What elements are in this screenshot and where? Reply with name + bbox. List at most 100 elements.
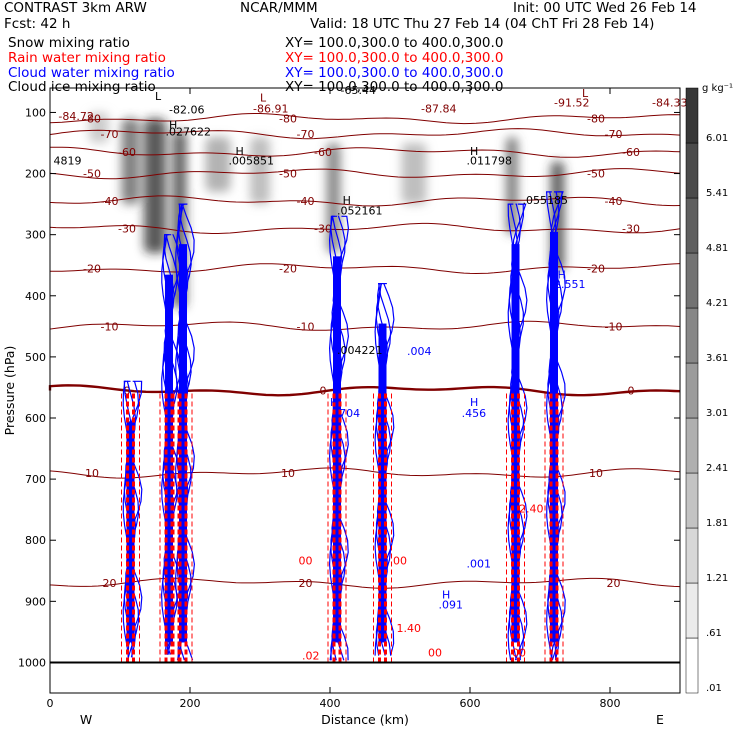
cloud-water-contour bbox=[127, 380, 143, 658]
colorbar-label: 1.81 bbox=[706, 518, 728, 529]
contour-label: -87.84 bbox=[421, 102, 456, 115]
y-tick-label: 300 bbox=[25, 229, 46, 242]
contour-label: L bbox=[260, 91, 267, 104]
east-label: E bbox=[656, 712, 664, 727]
isotherm-label: -60 bbox=[622, 146, 640, 159]
cloud-water-core bbox=[378, 323, 387, 643]
isotherm-label: -50 bbox=[587, 168, 605, 181]
cloud-water-core bbox=[550, 231, 558, 643]
x-tick-label: 0 bbox=[47, 697, 54, 710]
cloud-water-core bbox=[511, 244, 520, 643]
contour-label: -65.44 bbox=[341, 84, 376, 97]
isotherm-label: -50 bbox=[83, 168, 101, 181]
isotherm-10 bbox=[49, 467, 681, 479]
isotherm-label: 0 bbox=[124, 385, 131, 398]
isotherm-label: -10 bbox=[605, 320, 623, 333]
contour-label: -84.33 bbox=[652, 96, 687, 109]
y-tick-label: 100 bbox=[25, 106, 46, 119]
model-title: CONTRAST 3km ARW bbox=[4, 0, 147, 16]
snow-plume bbox=[205, 136, 231, 192]
contour-label: .005851 bbox=[229, 154, 275, 167]
x-tick-label: 200 bbox=[180, 697, 201, 710]
isotherm-label: -50 bbox=[279, 168, 297, 181]
y-tick-label: 800 bbox=[25, 534, 46, 547]
y-tick-label: 700 bbox=[25, 473, 46, 486]
cloud-water-contours bbox=[122, 191, 566, 661]
cloud-water-core bbox=[179, 244, 187, 643]
colorbar-label: 6.01 bbox=[706, 133, 728, 144]
colorbar: .01 .61 1.21 1.81 2.41 3.01 3.61 4.21 4.81 5.41 6.… bbox=[685, 83, 733, 694]
contour-label: .004 bbox=[407, 345, 432, 358]
isotherm-label: -10 bbox=[297, 320, 315, 333]
isotherm-label: -30 bbox=[118, 223, 136, 236]
contour-label: .091 bbox=[439, 599, 464, 612]
colorbar-segment bbox=[685, 252, 699, 309]
contour-label: .001 bbox=[467, 558, 492, 571]
isotherm-label: -30 bbox=[314, 223, 332, 236]
contour-label: L bbox=[155, 90, 162, 103]
field-xy-cloud-ice: XY= 100.0,300.0 to 400.0,300.0 bbox=[285, 79, 504, 95]
contour-label: .027622 bbox=[166, 126, 212, 139]
colorbar-unit: g kg⁻¹ bbox=[702, 83, 733, 94]
isotherm-label: -70 bbox=[605, 128, 623, 141]
contour-label: H bbox=[558, 269, 566, 282]
colorbar-label: 5.41 bbox=[706, 188, 728, 199]
isotherm--30 bbox=[49, 222, 681, 234]
colorbar-label: .61 bbox=[706, 628, 722, 639]
isotherm-20 bbox=[49, 577, 681, 589]
contour-label: -91.52 bbox=[554, 96, 589, 109]
contour-labels: -84.72 -82.06 -86.91 -65.44 -87.84 -91.52 -84.… bbox=[54, 84, 688, 662]
isotherm-label: -60 bbox=[314, 146, 332, 159]
x-axis-label: Distance (km) bbox=[321, 712, 409, 727]
colorbar-label: 4.21 bbox=[706, 298, 728, 309]
isotherm-label: 0 bbox=[628, 385, 635, 398]
isotherm-label: 20 bbox=[103, 577, 117, 590]
cloud-water-core bbox=[333, 256, 341, 643]
contour-label: 00 bbox=[512, 646, 526, 659]
field-label-cloud-water: Cloud water mixing ratio bbox=[8, 65, 175, 81]
snow-shading-layer bbox=[89, 112, 565, 308]
contour-label: H bbox=[330, 396, 338, 409]
y-tick-label: 1000 bbox=[18, 656, 46, 669]
field-label-cloud-ice: Cloud ice mixing ratio bbox=[8, 79, 156, 95]
plot-frame bbox=[49, 87, 681, 694]
center-label: NCAR/MMM bbox=[240, 0, 318, 16]
field-xy-rain: XY= 100.0,300.0 to 400.0,300.0 bbox=[285, 50, 504, 66]
cloud-water-contour bbox=[126, 380, 140, 658]
contour-label: 4819 bbox=[54, 154, 82, 167]
isotherm-label: 20 bbox=[607, 577, 621, 590]
colorbar-label: 4.81 bbox=[706, 243, 728, 254]
contour-label: -82.06 bbox=[169, 104, 204, 117]
x-tick-label: 600 bbox=[460, 697, 481, 710]
isotherm--50 bbox=[49, 168, 681, 180]
isotherm-label: 10 bbox=[85, 467, 99, 480]
isotherm--60 bbox=[49, 146, 681, 158]
colorbar-label: 3.61 bbox=[706, 353, 728, 364]
isotherm-label: -40 bbox=[605, 195, 623, 208]
isotherm-label: 10 bbox=[281, 467, 295, 480]
isotherm--10 bbox=[49, 320, 681, 331]
isotherm-label: -80 bbox=[83, 113, 101, 126]
field-label-rain: Rain water mixing ratio bbox=[8, 50, 166, 66]
contour-label: H bbox=[470, 145, 478, 158]
colorbar-segment bbox=[685, 417, 699, 474]
y-tick-label: 200 bbox=[25, 168, 46, 181]
contour-label: H bbox=[442, 588, 450, 601]
x-tick-label: 800 bbox=[600, 697, 621, 710]
isotherm-label: -70 bbox=[101, 128, 119, 141]
forecast-hour: Fcst: 42 h bbox=[4, 16, 71, 32]
rain-water-contours bbox=[121, 393, 564, 663]
colorbar-segment bbox=[685, 362, 699, 419]
field-xy-cloud-water: XY= 100.0,300.0 to 400.0,300.0 bbox=[285, 65, 504, 81]
colorbar-segment bbox=[685, 582, 699, 639]
isotherm-label: -40 bbox=[297, 195, 315, 208]
valid-time: Valid: 18 UTC Thu 27 Feb 14 (04 ChT Fri … bbox=[310, 16, 655, 32]
isotherm-label: -20 bbox=[83, 262, 101, 275]
contour-label: 00 bbox=[299, 555, 313, 568]
colorbar-segment bbox=[685, 527, 699, 584]
isotherm-label: -70 bbox=[297, 128, 315, 141]
contour-label: 2.40 bbox=[519, 503, 544, 516]
colorbar-label: .01 bbox=[706, 683, 722, 694]
